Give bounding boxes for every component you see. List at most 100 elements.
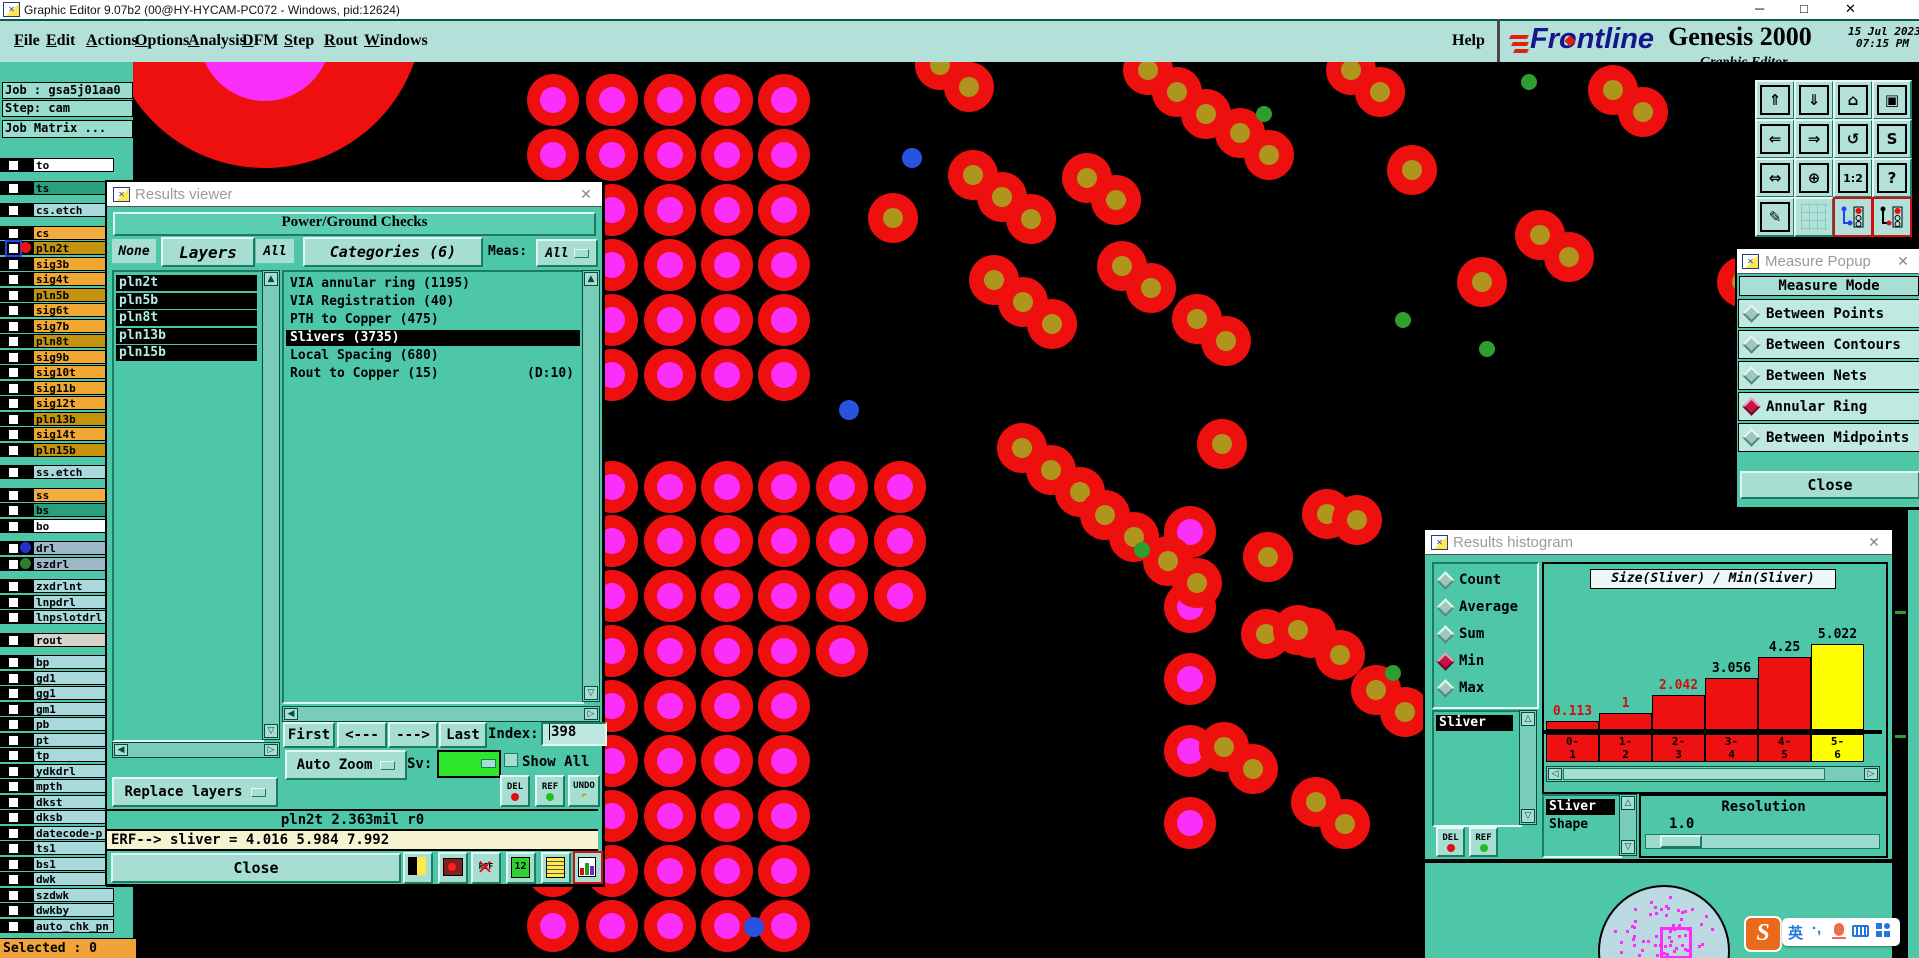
menu-edit[interactable]: Edit xyxy=(46,32,76,49)
result-layers-list[interactable]: pln2t pln5b pln8t pln13b pln15b xyxy=(112,270,264,742)
layer-row-cs[interactable]: cs xyxy=(33,226,114,240)
layer-row-pt[interactable]: pt xyxy=(33,733,114,747)
stat-mode-average[interactable]: Average xyxy=(1436,596,1532,618)
measure-mode-between-midpoints[interactable]: Between Midpoints xyxy=(1738,423,1919,452)
layer-row-bp[interactable]: bp xyxy=(33,655,114,669)
layer-checkbox[interactable] xyxy=(7,227,20,240)
layer-checkbox[interactable] xyxy=(7,796,20,809)
nav-next-button[interactable]: ---> xyxy=(388,722,438,748)
scale-12-icon[interactable]: 12 xyxy=(506,852,536,884)
result-layer-item[interactable]: pln13b xyxy=(116,327,257,344)
layer-row-sig10t[interactable]: sig10t xyxy=(33,365,114,379)
layer-row-pb[interactable]: pb xyxy=(33,717,114,731)
layer-checkbox[interactable] xyxy=(7,687,20,700)
layer-checkbox[interactable] xyxy=(7,580,20,593)
measure-popup-titlebar[interactable]: ✕ Measure Popup ✕ xyxy=(1737,249,1919,274)
layer-checkbox[interactable] xyxy=(7,920,20,933)
layer-row-gg1[interactable]: gg1 xyxy=(33,686,114,700)
resolution-slider[interactable] xyxy=(1645,834,1880,849)
shape-list[interactable]: Sliver Shape xyxy=(1542,794,1622,858)
layer-row-ts[interactable]: ts xyxy=(33,181,114,195)
categories-list[interactable]: VIA annular ring (1195) VIA Registration … xyxy=(282,270,584,704)
resolution-slider-handle[interactable] xyxy=(1660,835,1702,848)
layer-row-cs.etch[interactable]: cs.etch xyxy=(33,203,114,217)
sogou-logo-icon[interactable]: S xyxy=(1744,916,1782,952)
close-button[interactable]: ✕ xyxy=(1845,1,1856,16)
layer-checkbox[interactable] xyxy=(7,889,20,902)
layer-row-sig9b[interactable]: sig9b xyxy=(33,350,114,364)
toolbox-grid-icon[interactable] xyxy=(1876,923,1890,937)
layer-row-sig12t[interactable]: sig12t xyxy=(33,396,114,410)
layer-checkbox[interactable] xyxy=(7,904,20,917)
net-view-1-icon[interactable] xyxy=(1833,197,1873,237)
layer-checkbox[interactable] xyxy=(7,842,20,855)
category-item[interactable]: VIA annular ring (1195) xyxy=(290,276,471,291)
notes-icon[interactable] xyxy=(541,852,571,884)
sv-color-dropdown[interactable] xyxy=(437,750,501,778)
stat-mode-min[interactable]: Min xyxy=(1436,650,1532,672)
layer-checkbox[interactable] xyxy=(7,258,20,271)
layer-checkbox[interactable] xyxy=(7,320,20,333)
layer-checkbox[interactable] xyxy=(7,242,20,255)
layer-row-sig11b[interactable]: sig11b xyxy=(33,381,114,395)
layer-checkbox[interactable] xyxy=(7,703,20,716)
layer-row-ydkdrl[interactable]: ydkdrl xyxy=(33,764,114,778)
layer-checkbox[interactable] xyxy=(7,827,20,840)
stat-mode-sum[interactable]: Sum xyxy=(1436,623,1532,645)
layer-checkbox[interactable] xyxy=(7,656,20,669)
layer-row-pln13b[interactable]: pln13b xyxy=(33,412,114,426)
result-layer-item[interactable]: pln15b xyxy=(116,345,257,361)
measure-mode-between-points[interactable]: Between Points xyxy=(1738,299,1919,328)
layer-row-dwkby[interactable]: dwkby xyxy=(33,903,114,917)
replace-layers-dropdown[interactable]: Replace layers xyxy=(112,777,278,807)
keyboard-icon[interactable] xyxy=(1852,925,1869,937)
category-item[interactable]: Rout to Copper (15) (D:10) xyxy=(290,366,574,381)
layer-checkbox[interactable] xyxy=(7,811,20,824)
category-item[interactable]: Local Spacing (680) xyxy=(290,348,439,363)
layer-checkbox[interactable] xyxy=(7,749,20,762)
layer-checkbox[interactable] xyxy=(7,397,20,410)
results-viewer-titlebar[interactable]: ✕ Results viewer ✕ xyxy=(107,182,602,207)
close-icon[interactable]: ✕ xyxy=(1897,253,1909,269)
layer-checkbox[interactable] xyxy=(7,159,20,172)
layer-row-mpth[interactable]: mpth xyxy=(33,779,114,793)
layer-checkbox[interactable] xyxy=(7,542,20,555)
menu-file[interactable]: File xyxy=(14,32,40,49)
scale-1-2-icon[interactable]: 1:2 xyxy=(1833,158,1873,198)
layer-checkbox[interactable] xyxy=(7,873,20,886)
layer-checkbox[interactable] xyxy=(7,413,20,426)
layer-row-dksb[interactable]: dksb xyxy=(33,810,114,824)
layer-checkbox[interactable] xyxy=(7,596,20,609)
layer-row-zxdrlnt[interactable]: zxdrlnt xyxy=(33,579,114,593)
layer-row-szdrl[interactable]: szdrl xyxy=(33,557,114,571)
histogram-del-button[interactable]: DEL xyxy=(1436,827,1465,857)
menu-analysis[interactable]: Analysis xyxy=(188,32,246,49)
layer-checkbox[interactable] xyxy=(7,382,20,395)
help-icon[interactable]: ? xyxy=(1872,158,1912,198)
layers-hscrollbar[interactable]: ◀ ▷ xyxy=(112,742,280,758)
measure-type-item[interactable]: Sliver xyxy=(1436,715,1513,731)
auto-zoom-dropdown[interactable]: Auto Zoom xyxy=(285,750,407,780)
layer-row-ts1[interactable]: ts1 xyxy=(33,841,114,855)
nav-prev-button[interactable]: <--- xyxy=(337,722,387,748)
layer-checkbox[interactable] xyxy=(7,366,20,379)
layer-checkbox[interactable] xyxy=(7,273,20,286)
result-layer-item[interactable]: pln5b xyxy=(116,292,257,309)
layer-checkbox[interactable] xyxy=(7,520,20,533)
mic-icon[interactable] xyxy=(1834,923,1844,936)
layers-vscrollbar[interactable]: ▲ ▽ xyxy=(262,270,280,740)
layer-row-sig14t[interactable]: sig14t xyxy=(33,427,114,441)
histogram-icon[interactable] xyxy=(573,851,603,884)
draw-tools-icon[interactable]: ✎ xyxy=(1755,197,1795,237)
center-icon[interactable]: ⊕ xyxy=(1794,158,1834,198)
maximize-button[interactable]: □ xyxy=(1800,1,1808,16)
layer-row-sig7b[interactable]: sig7b xyxy=(33,319,114,333)
layer-checkbox[interactable] xyxy=(7,489,20,502)
categories-header-button[interactable]: Categories (6) xyxy=(303,237,483,267)
layer-checkbox[interactable] xyxy=(7,335,20,348)
layer-checkbox[interactable] xyxy=(7,718,20,731)
menu-step[interactable]: Step xyxy=(284,32,315,49)
layer-row-bs[interactable]: bs xyxy=(33,503,114,517)
layer-row-sig4t[interactable]: sig4t xyxy=(33,272,114,286)
close-dialog-button[interactable]: Close xyxy=(111,853,401,883)
